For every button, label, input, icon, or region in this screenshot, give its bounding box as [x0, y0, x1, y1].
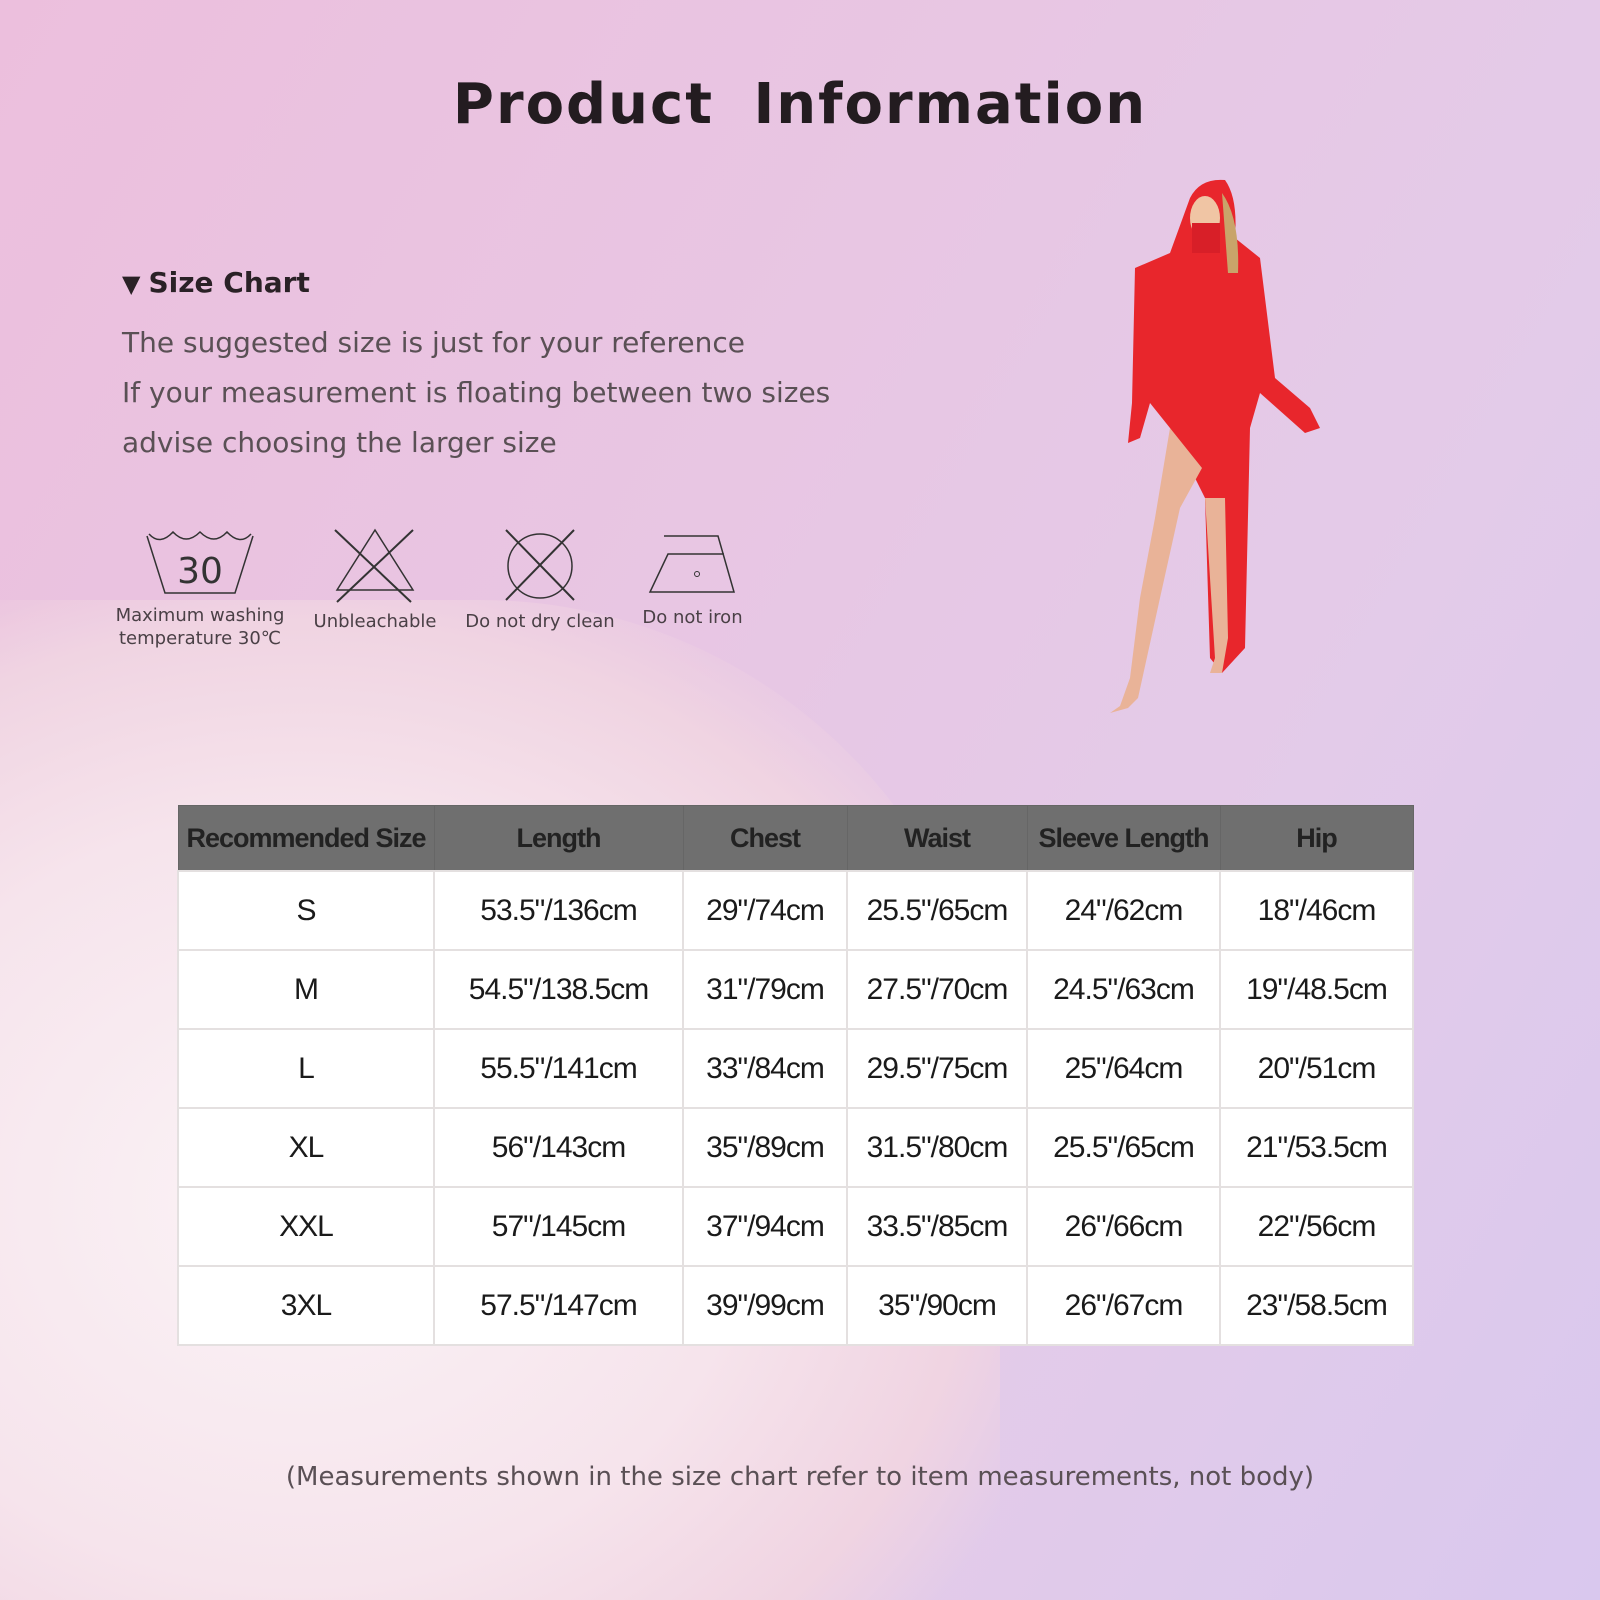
table-cell: 21"/53.5cm — [1219, 1107, 1414, 1188]
table-row: XL 56"/143cm 35"/89cm 31.5"/80cm 25.5"/65cm 2… — [177, 1107, 1414, 1188]
table-cell: 53.5"/136cm — [433, 870, 684, 951]
table-cell: 20"/51cm — [1219, 1028, 1414, 1109]
table-cell: 24"/62cm — [1026, 870, 1221, 951]
table-cell: 19"/48.5cm — [1219, 949, 1414, 1030]
size-chart-heading: ▼ Size Chart — [122, 266, 310, 299]
table-cell: XXL — [177, 1186, 435, 1267]
size-chart-notes: The suggested size is just for your refe… — [122, 318, 830, 468]
table-cell: 54.5"/138.5cm — [433, 949, 684, 1030]
table-row: 3XL 57.5"/147cm 39"/99cm 35"/90cm 26"/67cm 23… — [177, 1265, 1414, 1346]
table-cell: 22"/56cm — [1219, 1186, 1414, 1267]
table-cell: 57.5"/147cm — [433, 1265, 684, 1346]
table-cell: 18"/46cm — [1219, 870, 1414, 951]
table-cell: 31.5"/80cm — [846, 1107, 1028, 1188]
care-label: Do not iron — [642, 607, 743, 628]
no-bleach-icon — [334, 528, 415, 603]
table-cell: 57"/145cm — [433, 1186, 684, 1267]
table-cell: 31"/79cm — [682, 949, 848, 1030]
table-cell: 24.5"/63cm — [1026, 949, 1221, 1030]
table-header-row: Recommended Size Length Chest Waist Slee… — [177, 805, 1414, 872]
care-label: temperature 30℃ — [119, 628, 281, 649]
table-cell: 27.5"/70cm — [846, 949, 1028, 1030]
column-header: Chest — [682, 805, 848, 872]
table-row: L 55.5"/141cm 33"/84cm 29.5"/75cm 25"/64cm 20… — [177, 1028, 1414, 1109]
care-wash-30: 30 Maximum washing temperature 30℃ — [110, 528, 290, 650]
note-line: advise choosing the larger size — [122, 426, 557, 459]
table-cell: 25"/64cm — [1026, 1028, 1221, 1109]
page-title: Product Information — [452, 72, 1148, 137]
table-cell: 33.5"/85cm — [846, 1186, 1028, 1267]
care-label: Unbleachable — [313, 611, 437, 632]
table-cell: 26"/67cm — [1026, 1265, 1221, 1346]
column-header: Length — [433, 805, 684, 872]
care-do-not-iron: Do not iron — [625, 528, 760, 629]
table-body: S 53.5"/136cm 29"/74cm 25.5"/65cm 24"/62cm 18… — [177, 870, 1414, 1346]
table-cell: 25.5"/65cm — [846, 870, 1028, 951]
table-cell: 39"/99cm — [682, 1265, 848, 1346]
table-cell: 35"/89cm — [682, 1107, 848, 1188]
table-cell: 33"/84cm — [682, 1028, 848, 1109]
product-model-image — [1110, 179, 1320, 713]
size-table: Recommended Size Length Chest Waist Slee… — [177, 805, 1414, 1346]
measurement-note: (Measurements shown in the size chart re… — [285, 1462, 1315, 1492]
table-cell: M — [177, 949, 435, 1030]
size-chart-heading-text: Size Chart — [148, 266, 310, 299]
no-dry-clean-icon — [505, 529, 575, 601]
table-row: M 54.5"/138.5cm 31"/79cm 27.5"/70cm 24.5"/63… — [177, 949, 1414, 1030]
care-no-dry-clean: Do not dry clean — [460, 528, 620, 633]
table-cell: 26"/66cm — [1026, 1186, 1221, 1267]
wash-30-icon: 30 — [146, 530, 254, 594]
iron-icon — [648, 535, 735, 593]
column-header: Sleeve Length — [1026, 805, 1221, 872]
table-cell: S — [177, 870, 435, 951]
table-cell: 56"/143cm — [433, 1107, 684, 1188]
note-line: If your measurement is floating between … — [122, 376, 831, 409]
table-cell: 23"/58.5cm — [1219, 1265, 1414, 1346]
table-cell: 3XL — [177, 1265, 435, 1346]
note-line: The suggested size is just for your refe… — [122, 326, 745, 359]
column-header: Recommended Size — [177, 805, 435, 872]
care-no-bleach: Unbleachable — [305, 528, 445, 633]
column-header: Waist — [846, 805, 1028, 872]
column-header: Hip — [1219, 805, 1414, 872]
table-cell: L — [177, 1028, 435, 1109]
care-label: Do not dry clean — [465, 611, 615, 632]
care-label: Maximum washing — [115, 605, 285, 626]
table-cell: XL — [177, 1107, 435, 1188]
table-cell: 35"/90cm — [846, 1265, 1028, 1346]
table-row: XXL 57"/145cm 37"/94cm 33.5"/85cm 26"/66cm 22… — [177, 1186, 1414, 1267]
triangle-down-icon: ▼ — [122, 270, 141, 298]
table-cell: 37"/94cm — [682, 1186, 848, 1267]
wash-temperature-number: 30 — [177, 551, 223, 592]
table-cell: 29"/74cm — [682, 870, 848, 951]
table-cell: 29.5"/75cm — [846, 1028, 1028, 1109]
table-row: S 53.5"/136cm 29"/74cm 25.5"/65cm 24"/62cm 18… — [177, 870, 1414, 951]
table-cell: 25.5"/65cm — [1026, 1107, 1221, 1188]
table-cell: 55.5"/141cm — [433, 1028, 684, 1109]
